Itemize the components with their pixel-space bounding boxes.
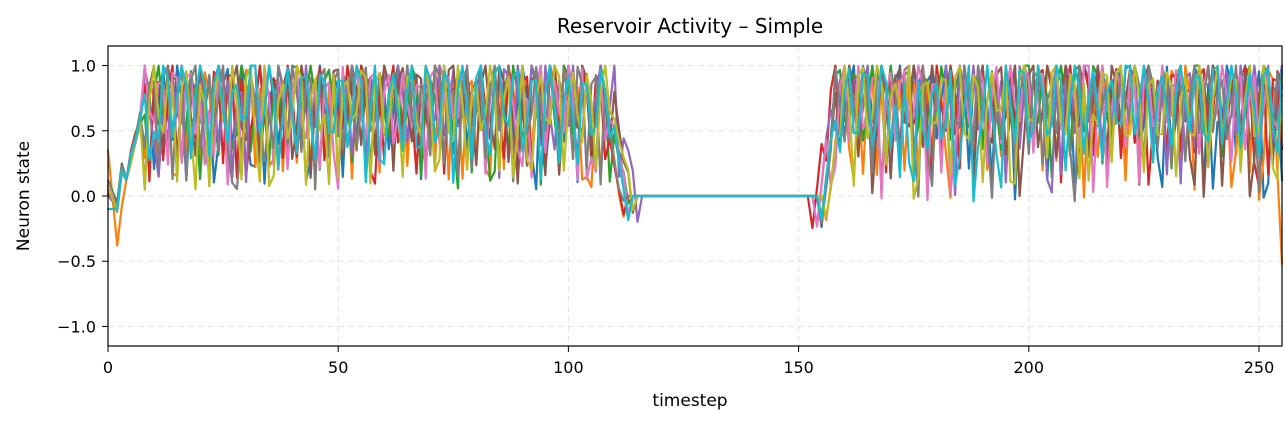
y-tick-label: 0.5 bbox=[71, 122, 96, 141]
x-tick-label: 200 bbox=[1014, 358, 1045, 377]
x-axis-label: timestep bbox=[652, 391, 727, 411]
x-tick-label: 100 bbox=[553, 358, 584, 377]
y-tick-label: 0.0 bbox=[71, 187, 96, 206]
x-tick-label: 50 bbox=[328, 358, 348, 377]
y-tick-label: −0.5 bbox=[57, 252, 96, 271]
y-tick-label: −1.0 bbox=[57, 317, 96, 336]
chart-title: Reservoir Activity – Simple bbox=[557, 14, 823, 38]
series-lines bbox=[106, 64, 1284, 265]
neuron-series-line bbox=[106, 64, 1284, 222]
x-tick-label: 0 bbox=[103, 358, 113, 377]
x-tick-label: 150 bbox=[783, 358, 814, 377]
axis-ticks: 0 50 100 150 200 250 −1.0 −0.5 0.0 0.5 1.0 bbox=[57, 57, 1274, 377]
x-tick-label: 250 bbox=[1244, 358, 1275, 377]
y-axis-label: Neuron state bbox=[14, 141, 34, 251]
y-tick-label: 1.0 bbox=[71, 57, 96, 76]
